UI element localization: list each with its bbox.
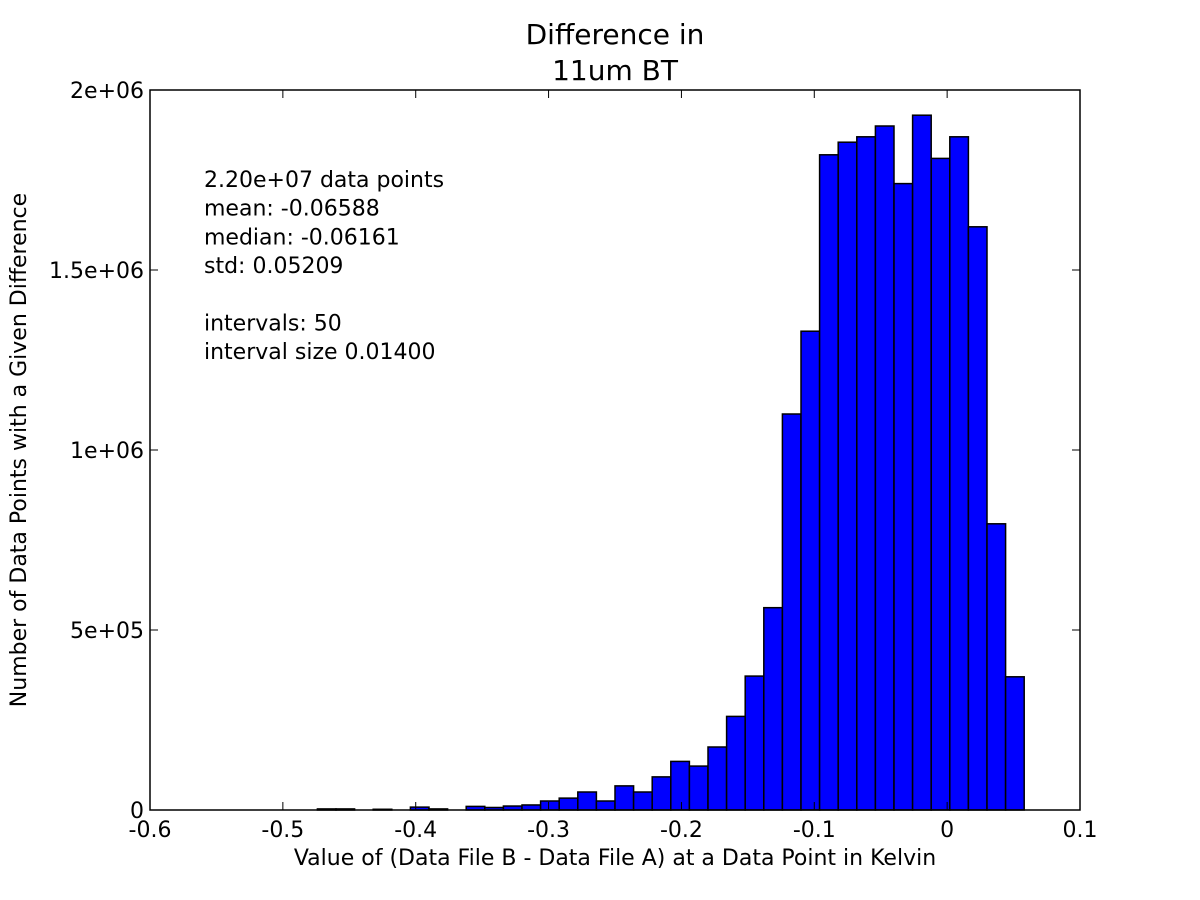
x-tick-label: 0: [940, 818, 954, 843]
histogram-bar: [577, 791, 598, 811]
histogram-bar: [1004, 676, 1025, 811]
histogram-bar: [818, 154, 839, 811]
histogram-bar: [725, 715, 746, 811]
histogram-bar: [763, 606, 784, 811]
x-tick-label: -0.3: [527, 818, 570, 843]
histogram-bar: [893, 182, 914, 811]
x-tick-label: -0.1: [793, 818, 836, 843]
histogram-bar: [707, 746, 728, 811]
x-tick-label: -0.6: [129, 818, 172, 843]
histogram-bar: [632, 791, 653, 811]
statistics-line: std: 0.05209: [204, 254, 343, 279]
y-tick-label: 5e+05: [70, 619, 144, 644]
histogram-bar: [837, 141, 858, 811]
x-tick-label: -0.4: [394, 818, 437, 843]
plot-frame: [149, 89, 1081, 811]
histogram-bar: [781, 413, 802, 811]
histogram-bar: [800, 330, 821, 811]
statistics-line: interval size 0.01400: [204, 340, 436, 365]
histogram-bar: [595, 800, 616, 811]
histogram-bar: [521, 804, 542, 811]
histogram-bar: [967, 226, 988, 811]
statistics-line: 2.20e+07 data points: [204, 168, 444, 193]
histogram-bar: [670, 760, 691, 811]
chart-title-line-2: 11um BT: [552, 54, 679, 87]
histogram-bar: [558, 797, 579, 811]
histogram-bar: [949, 136, 970, 811]
statistics-line: mean: -0.06588: [204, 197, 380, 222]
histogram-bar: [614, 785, 635, 811]
statistics-annotation: 2.20e+07 data points mean: -0.06588 median…: [204, 168, 444, 365]
x-axis-label: Value of (Data File B - Data File A) at …: [294, 846, 936, 871]
y-tick-label: 2e+06: [70, 79, 144, 104]
histogram-bar: [856, 136, 877, 811]
histogram-bar: [930, 157, 951, 811]
histogram-bar: [651, 776, 672, 811]
x-tick-label: -0.5: [261, 818, 304, 843]
axis-tick-labels: -0.6 -0.5 -0.4 -0.3 -0.2 -0.1 0 0.1 0 5e+05 1e+06 1…: [49, 79, 1097, 843]
histogram-bar: [744, 675, 765, 811]
histogram-bar: [911, 114, 932, 811]
y-axis-label: Number of Data Points with a Given Diffe…: [7, 193, 32, 707]
histogram-bar: [539, 800, 560, 811]
statistics-line: intervals: 50: [204, 312, 342, 337]
y-tick-label: 1e+06: [70, 439, 144, 464]
chart-title-line-1: Difference in: [526, 18, 705, 51]
x-tick-label: -0.2: [660, 818, 703, 843]
histogram-bars: [316, 114, 1025, 811]
y-tick-label: 1.5e+06: [49, 259, 144, 284]
y-tick-label: 0: [130, 799, 144, 824]
histogram-bar: [986, 523, 1007, 811]
statistics-line: median: -0.06161: [204, 225, 400, 250]
histogram-bar: [688, 765, 709, 811]
x-tick-label: 0.1: [1063, 818, 1098, 843]
histogram-bar: [874, 125, 895, 811]
